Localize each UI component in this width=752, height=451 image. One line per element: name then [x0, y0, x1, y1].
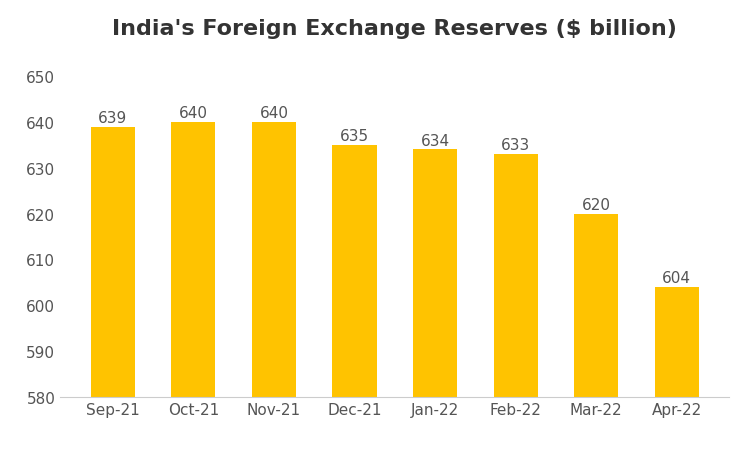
- Bar: [493, 155, 538, 397]
- Text: 620: 620: [582, 197, 611, 212]
- Text: 635: 635: [340, 129, 369, 144]
- Text: 634: 634: [420, 133, 450, 148]
- Title: India's Foreign Exchange Reserves ($ billion): India's Foreign Exchange Reserves ($ bil…: [112, 19, 678, 39]
- Bar: [252, 123, 296, 397]
- Bar: [332, 146, 377, 397]
- Bar: [655, 287, 699, 397]
- Text: 604: 604: [663, 271, 691, 285]
- Text: 640: 640: [179, 106, 208, 121]
- Bar: [171, 123, 216, 397]
- Text: 640: 640: [259, 106, 289, 121]
- Bar: [413, 150, 457, 397]
- Text: 639: 639: [98, 110, 127, 125]
- Text: 633: 633: [501, 138, 530, 153]
- Bar: [90, 127, 135, 397]
- Bar: [574, 214, 618, 397]
